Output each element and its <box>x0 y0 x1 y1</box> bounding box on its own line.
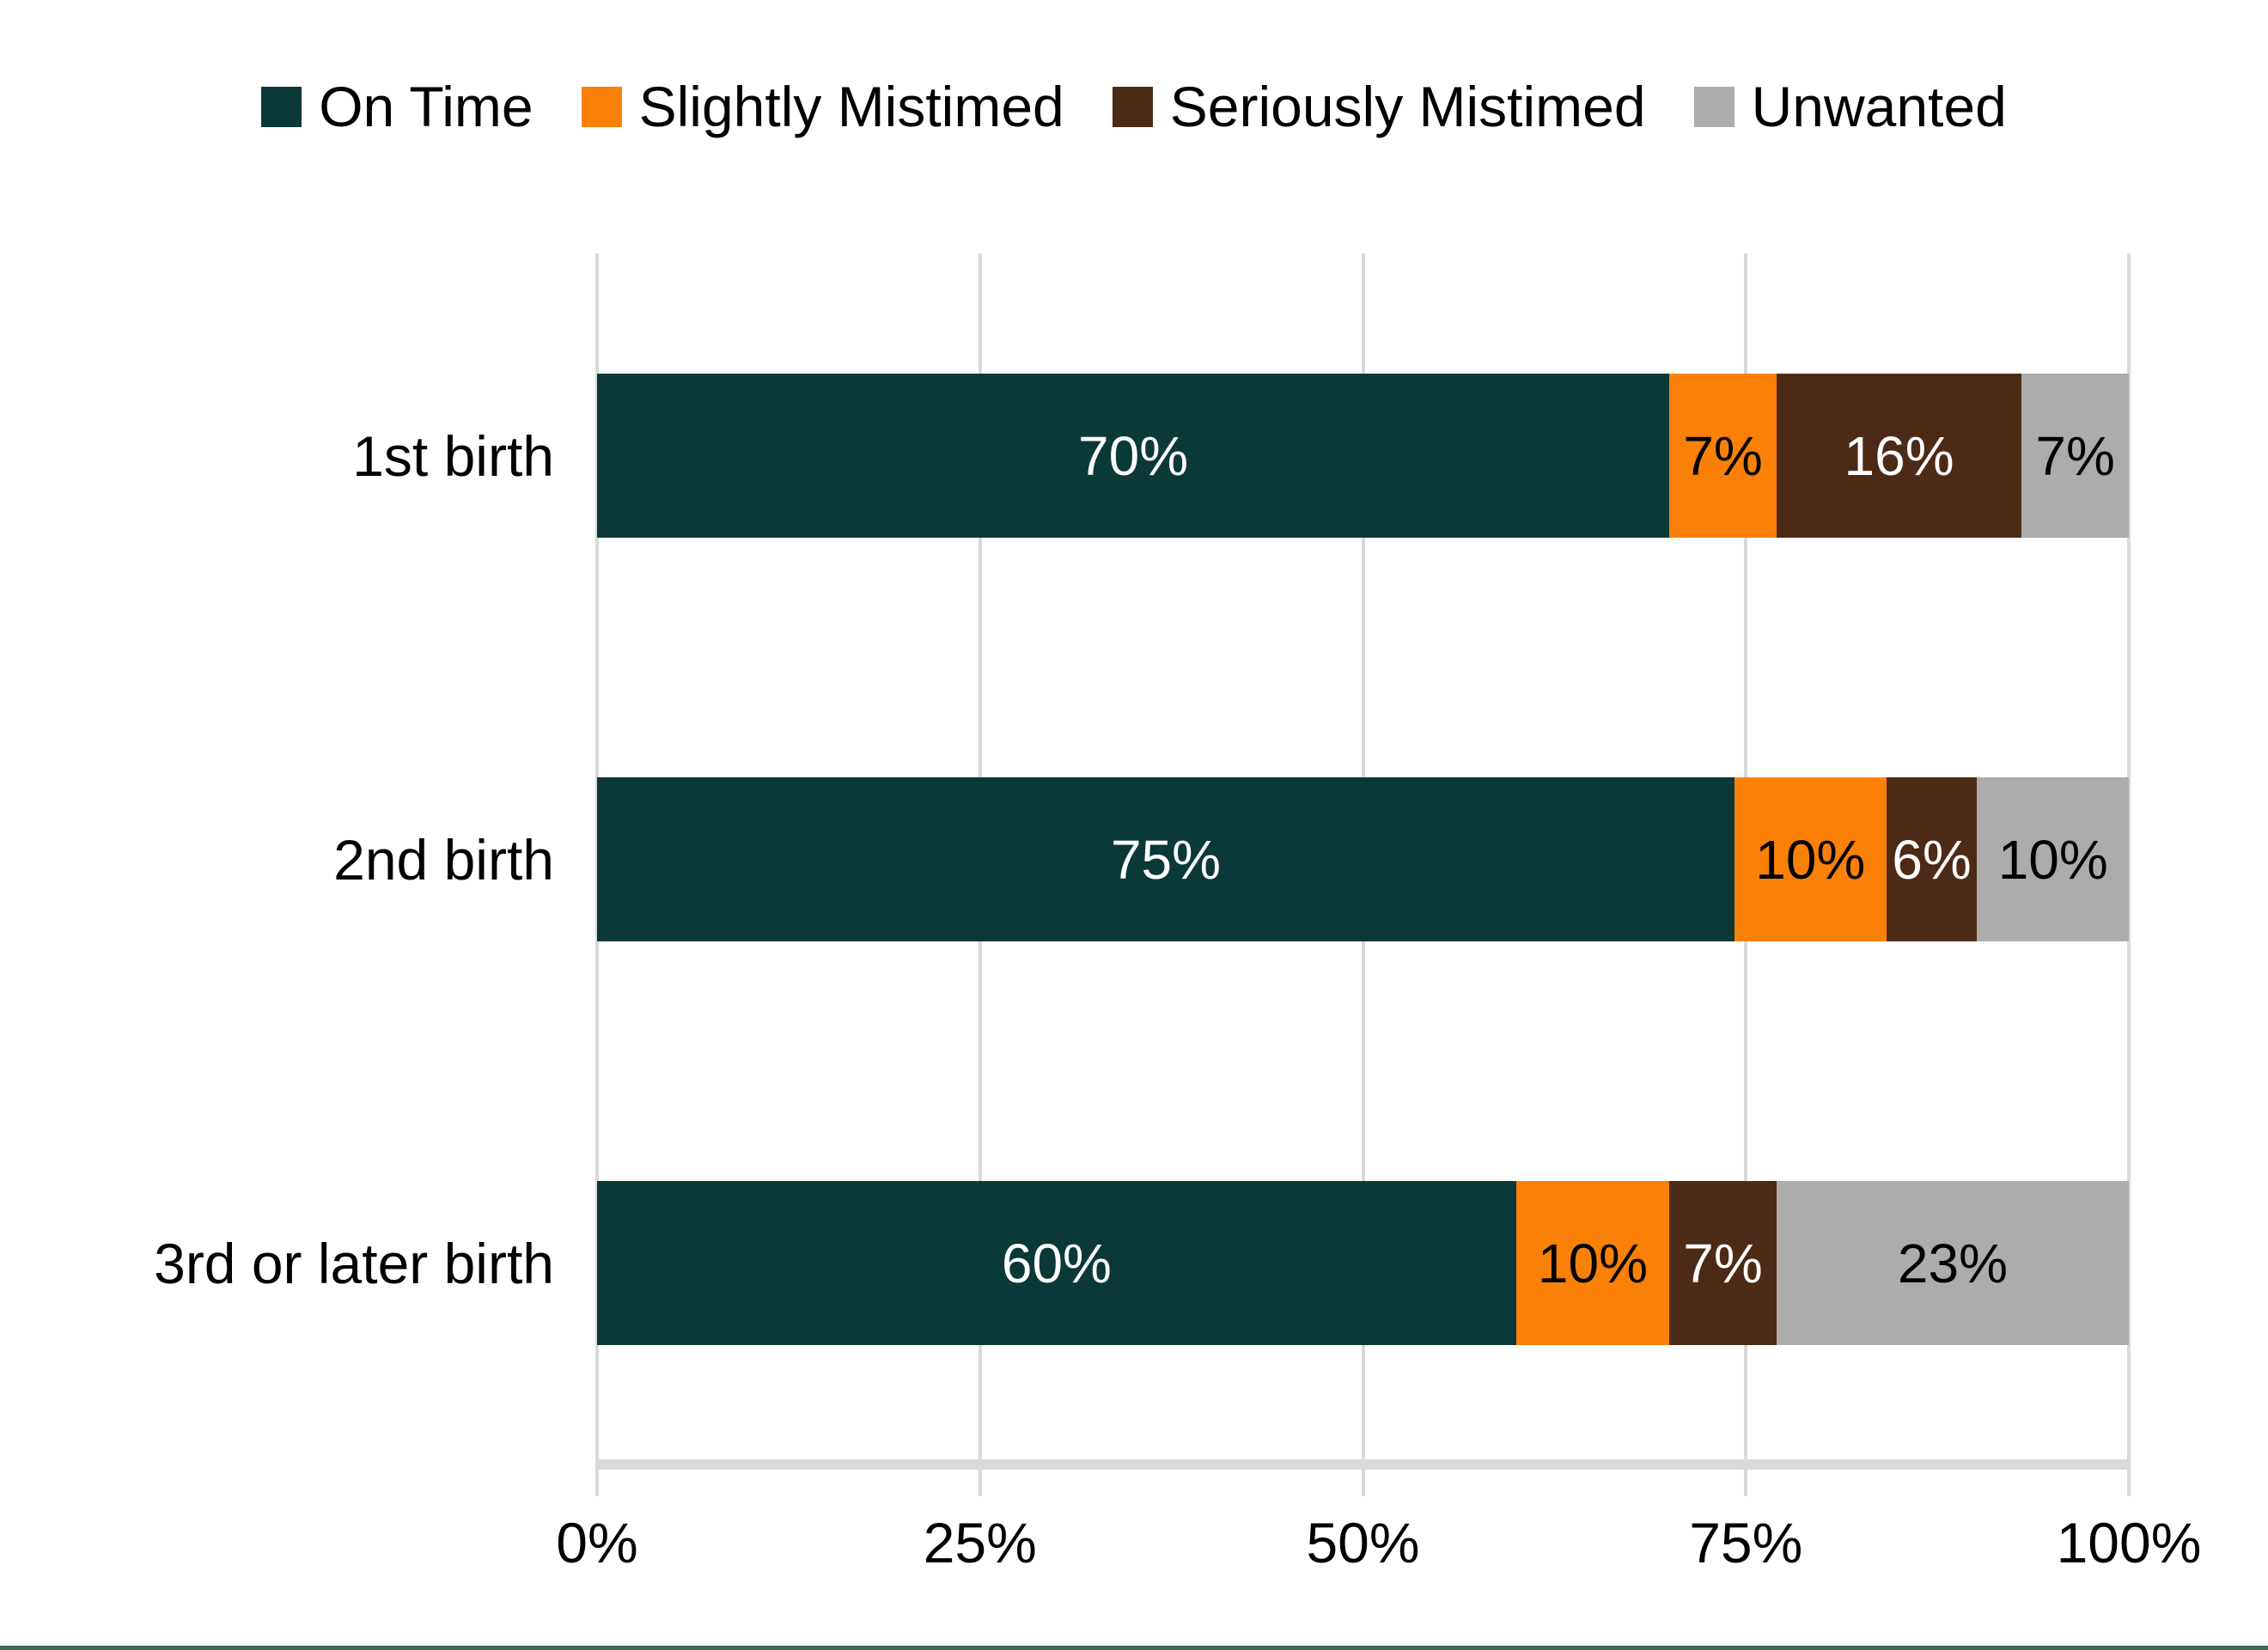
plot-area: 70% 7% 16% 7% 75% 10% 6% 10% 60% 10% 7% 23% <box>595 253 2131 1496</box>
x-axis-line <box>597 1459 2129 1470</box>
legend-label: Slightly Mistimed <box>638 75 1064 138</box>
data-label: 16% <box>1844 424 1954 487</box>
bar-segment-2nd-birth-unwanted: 10% <box>1977 777 2129 941</box>
legend-label: Unwanted <box>1751 75 2007 138</box>
data-label: 23% <box>1897 1232 2008 1294</box>
bar-segment-1st-birth-slightly-mistimed: 7% <box>1669 374 1777 538</box>
legend: On Time Slightly Mistimed Seriously Mistim… <box>0 76 2268 138</box>
legend-swatch-on-time <box>261 86 302 127</box>
bar-segment-2nd-birth-seriously-mistimed: 6% <box>1886 777 1978 941</box>
bar-segment-2nd-birth-on-time: 75% <box>597 777 1735 941</box>
data-label: 7% <box>2035 424 2115 487</box>
bar-segment-1st-birth-on-time: 70% <box>597 374 1670 538</box>
data-label: 7% <box>1683 1232 1763 1294</box>
legend-swatch-unwanted <box>1693 86 1735 127</box>
legend-item-unwanted: Unwanted <box>1693 75 2007 138</box>
x-tick-label-25: 25% <box>923 1511 1037 1574</box>
category-label-1st-birth: 1st birth <box>352 423 554 488</box>
bar-row-2nd-birth: 75% 10% 6% 10% <box>597 777 2129 941</box>
category-label-3rd-or-later-birth: 3rd or later birth <box>154 1231 554 1295</box>
bar-segment-2nd-birth-slightly-mistimed: 10% <box>1735 777 1887 941</box>
bar-segment-3rd-or-later-birth-on-time: 60% <box>597 1181 1516 1345</box>
legend-swatch-seriously-mistimed <box>1112 86 1153 127</box>
footer-rule <box>0 1646 2268 1650</box>
x-tick-label-75: 75% <box>1689 1511 1803 1574</box>
x-axis-tick-labels: 0% 25% 50% 75% 100% <box>556 1510 2201 1596</box>
x-tick-label-0: 0% <box>556 1511 638 1574</box>
legend-swatch-slightly-mistimed <box>581 86 622 127</box>
bar-row-3rd-or-later-birth: 60% 10% 7% 23% <box>597 1181 2129 1345</box>
bar-row-1st-birth: 70% 7% 16% 7% <box>597 374 2129 538</box>
data-label: 10% <box>1755 828 1866 891</box>
category-label-2nd-birth: 2nd birth <box>333 827 554 892</box>
data-label: 6% <box>1892 828 1972 891</box>
data-label: 70% <box>1078 424 1189 487</box>
x-tick-label-50: 50% <box>1306 1511 1420 1574</box>
legend-label: On Time <box>319 75 533 138</box>
legend-item-on-time: On Time <box>261 76 533 138</box>
bar-segment-1st-birth-seriously-mistimed: 16% <box>1776 374 2022 538</box>
bar-segment-3rd-or-later-birth-seriously-mistimed: 7% <box>1669 1181 1777 1345</box>
bar-segment-1st-birth-unwanted: 7% <box>2021 374 2129 538</box>
gridline-100 <box>2127 253 2131 1496</box>
data-label: 75% <box>1110 828 1222 891</box>
category-axis-labels: 1st birth 2nd birth 3rd or later birth <box>0 253 554 1464</box>
legend-item-slightly-mistimed: Slightly Mistimed <box>581 75 1064 138</box>
bar-segment-3rd-or-later-birth-unwanted: 23% <box>1776 1181 2129 1345</box>
data-label: 7% <box>1683 424 1763 487</box>
data-label: 60% <box>1001 1232 1112 1294</box>
data-label: 10% <box>1997 828 2108 891</box>
legend-label: Seriously Mistimed <box>1169 75 1646 138</box>
bar-segment-3rd-or-later-birth-slightly-mistimed: 10% <box>1515 1181 1670 1345</box>
legend-item-seriously-mistimed: Seriously Mistimed <box>1112 75 1646 138</box>
x-tick-label-100: 100% <box>2056 1511 2202 1574</box>
data-label: 10% <box>1537 1232 1648 1294</box>
